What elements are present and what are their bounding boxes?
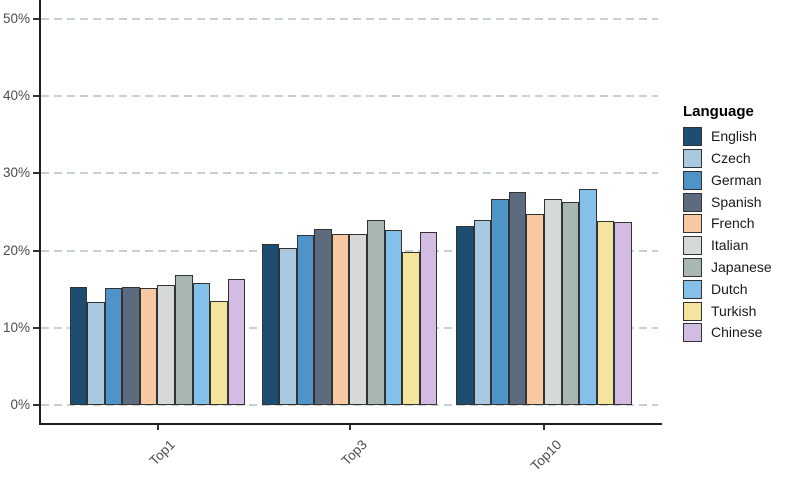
bar-dutch-top10	[579, 188, 597, 405]
legend-swatch-czech	[683, 149, 702, 169]
bar-italian-top1	[157, 285, 176, 405]
x-axis-tick	[156, 425, 159, 430]
legend-swatch-japanese	[683, 258, 702, 278]
bar-chinese-top1	[227, 279, 246, 405]
legend-item-label: Italian	[711, 237, 749, 254]
legend-item-label: French	[711, 215, 755, 232]
bar-group-Top1	[69, 275, 246, 405]
bar-group-Top3	[261, 219, 438, 405]
bar-french-top3	[331, 233, 350, 405]
legend-item-spanish: Spanish	[683, 192, 772, 212]
bar-group-Top10	[456, 188, 632, 405]
y-axis-tick	[33, 404, 39, 406]
y-axis-tick-label: 20%	[2, 242, 30, 258]
legend-swatch-turkish	[683, 301, 702, 321]
bar-english-top1	[69, 286, 88, 405]
legend-item-label: Dutch	[711, 280, 748, 297]
x-axis-tick-label-top3: Top3	[338, 437, 371, 469]
y-axis-tick-label: 10%	[2, 319, 30, 335]
bar-german-top1	[104, 287, 123, 405]
legend-swatch-italian	[683, 236, 702, 256]
y-axis-tick	[33, 326, 39, 329]
y-axis-tick-label: 0%	[10, 397, 30, 412]
bar-italian-top3	[349, 234, 368, 405]
y-axis-line	[39, 0, 41, 425]
legend-item-italian: Italian	[683, 236, 772, 256]
legend-swatch-dutch	[683, 279, 702, 299]
legend-item-english: English	[683, 127, 772, 147]
bar-chinese-top3	[419, 232, 438, 405]
bar-german-top10	[491, 198, 509, 405]
legend-item-label: Czech	[711, 150, 751, 167]
bar-french-top1	[139, 287, 158, 405]
gridline-40%	[41, 95, 658, 98]
bar-spanish-top3	[314, 228, 332, 405]
bar-japanese-top3	[367, 219, 385, 405]
legend-items: English Czech German Spanish French Italian Ja…	[683, 127, 772, 343]
bar-english-top10	[456, 225, 474, 405]
bar-czech-top10	[473, 219, 492, 405]
x-axis-tick	[543, 425, 545, 430]
bar-italian-top10	[543, 198, 562, 405]
legend-item-label: Japanese	[711, 259, 772, 276]
y-axis-tick-label: 50%	[2, 11, 30, 26]
bar-english-top3	[261, 244, 280, 405]
legend-item-japanese: Japanese	[683, 258, 772, 278]
bar-turkish-top3	[402, 252, 420, 405]
legend-swatch-french	[683, 214, 702, 234]
bar-dutch-top3	[384, 229, 403, 405]
legend-item-turkish: Turkish	[683, 301, 772, 321]
legend-item-label: German	[711, 171, 762, 188]
legend-swatch-chinese	[683, 323, 702, 343]
legend-swatch-spanish	[683, 192, 702, 212]
y-axis-tick	[33, 172, 39, 175]
bar-japanese-top10	[561, 201, 580, 405]
bar-spanish-top10	[508, 191, 527, 405]
y-axis-tick-label: 40%	[2, 88, 30, 104]
x-axis-tick-label-top10: Top10	[527, 437, 565, 474]
x-axis-line	[39, 423, 662, 425]
bar-czech-top1	[87, 301, 105, 405]
x-axis-tick-label-top1: Top1	[146, 437, 179, 469]
bar-turkish-top10	[596, 221, 615, 405]
gridline-0%	[41, 404, 658, 406]
legend-item-french: French	[683, 214, 772, 234]
legend-item-label: Chinese	[711, 324, 763, 341]
bar-turkish-top1	[210, 300, 228, 405]
legend-item-german: German	[683, 170, 772, 191]
bar-japanese-top1	[175, 275, 193, 405]
gridline-50%	[41, 18, 658, 20]
bar-spanish-top1	[122, 286, 140, 405]
legend-item-chinese: Chinese	[683, 323, 772, 343]
bar-dutch-top1	[192, 283, 211, 405]
legend-item-label: Spanish	[711, 193, 762, 210]
bar-french-top10	[526, 213, 544, 405]
legend-item-dutch: Dutch	[683, 279, 772, 300]
y-axis-tick	[33, 18, 39, 20]
legend: Language English Czech German Spanish French…	[683, 103, 772, 345]
y-axis-tick	[33, 95, 39, 98]
y-axis-tick	[33, 249, 39, 252]
bar-german-top3	[296, 235, 315, 405]
legend-swatch-german	[683, 170, 702, 190]
legend-swatch-english	[683, 127, 702, 147]
legend-item-label: English	[711, 128, 757, 145]
legend-item-label: Turkish	[711, 302, 757, 319]
legend-title: Language	[683, 103, 754, 120]
bar-chinese-top10	[614, 222, 632, 405]
y-axis-tick-label: 30%	[2, 165, 30, 181]
bar-czech-top3	[279, 248, 297, 405]
x-axis-tick	[348, 425, 351, 430]
legend-item-czech: Czech	[683, 149, 772, 169]
gridline-30%	[41, 172, 658, 175]
